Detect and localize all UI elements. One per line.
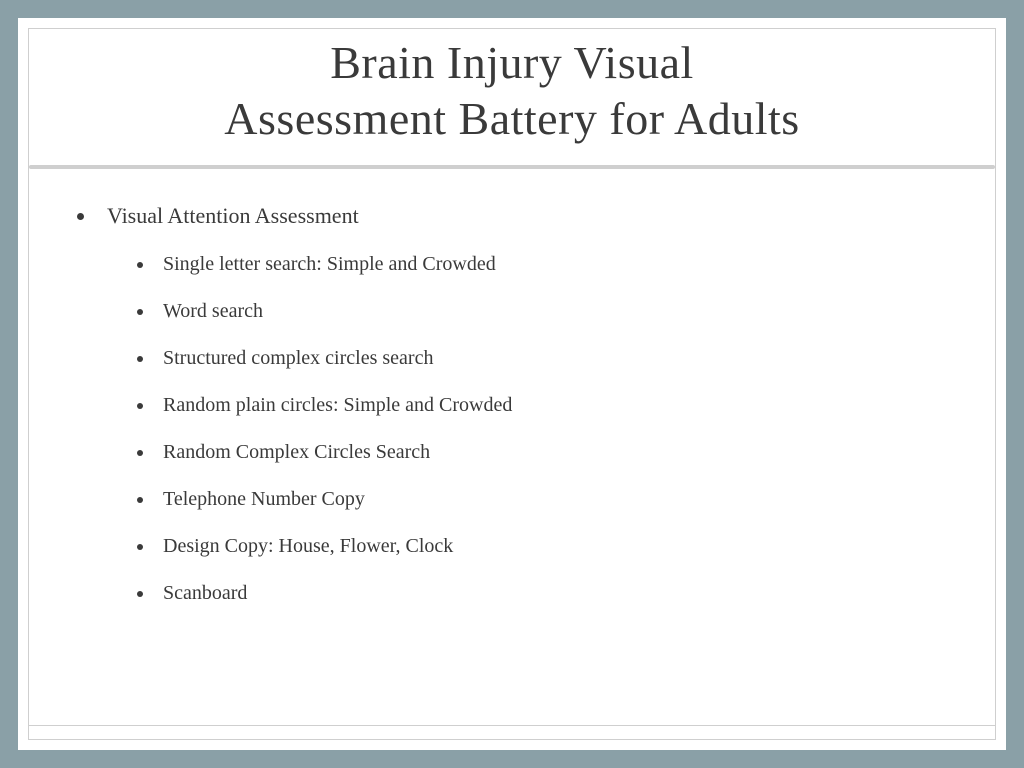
slide-title: Brain Injury Visual Assessment Battery f… (69, 35, 955, 147)
list-item: Single letter search: Simple and Crowded (155, 253, 955, 276)
slide-page: Brain Injury Visual Assessment Battery f… (18, 18, 1006, 750)
content-area: Visual Attention Assessment Single lette… (69, 203, 955, 605)
slide-inner-border: Brain Injury Visual Assessment Battery f… (28, 28, 996, 740)
bottom-border-line (28, 725, 996, 726)
list-item-text: Design Copy: House, Flower, Clock (163, 535, 453, 557)
list-item: Structured complex circles search (155, 347, 955, 370)
list-item-text: Random Complex Circles Search (163, 441, 430, 463)
list-item: Telephone Number Copy (155, 488, 955, 511)
title-divider (29, 165, 995, 169)
slide-frame: Brain Injury Visual Assessment Battery f… (0, 0, 1024, 768)
list-item-text: Single letter search: Simple and Crowded (163, 253, 496, 275)
bullet-list-level1: Visual Attention Assessment Single lette… (97, 203, 955, 605)
bullet-list-level2: Single letter search: Simple and Crowded… (155, 253, 955, 605)
section-heading-text: Visual Attention Assessment (107, 203, 359, 228)
list-item-text: Structured complex circles search (163, 347, 433, 369)
title-line-2: Assessment Battery for Adults (224, 93, 799, 144)
list-item-text: Scanboard (163, 582, 247, 604)
list-item-text: Word search (163, 300, 263, 322)
list-item: Word search (155, 300, 955, 323)
list-item: Random Complex Circles Search (155, 441, 955, 464)
title-line-1: Brain Injury Visual (330, 37, 694, 88)
list-item: Design Copy: House, Flower, Clock (155, 535, 955, 558)
list-item: Scanboard (155, 582, 955, 605)
list-item: Random plain circles: Simple and Crowded (155, 394, 955, 417)
section-heading-item: Visual Attention Assessment Single lette… (97, 203, 955, 605)
list-item-text: Random plain circles: Simple and Crowded (163, 394, 512, 416)
list-item-text: Telephone Number Copy (163, 488, 365, 510)
title-block: Brain Injury Visual Assessment Battery f… (69, 29, 955, 165)
